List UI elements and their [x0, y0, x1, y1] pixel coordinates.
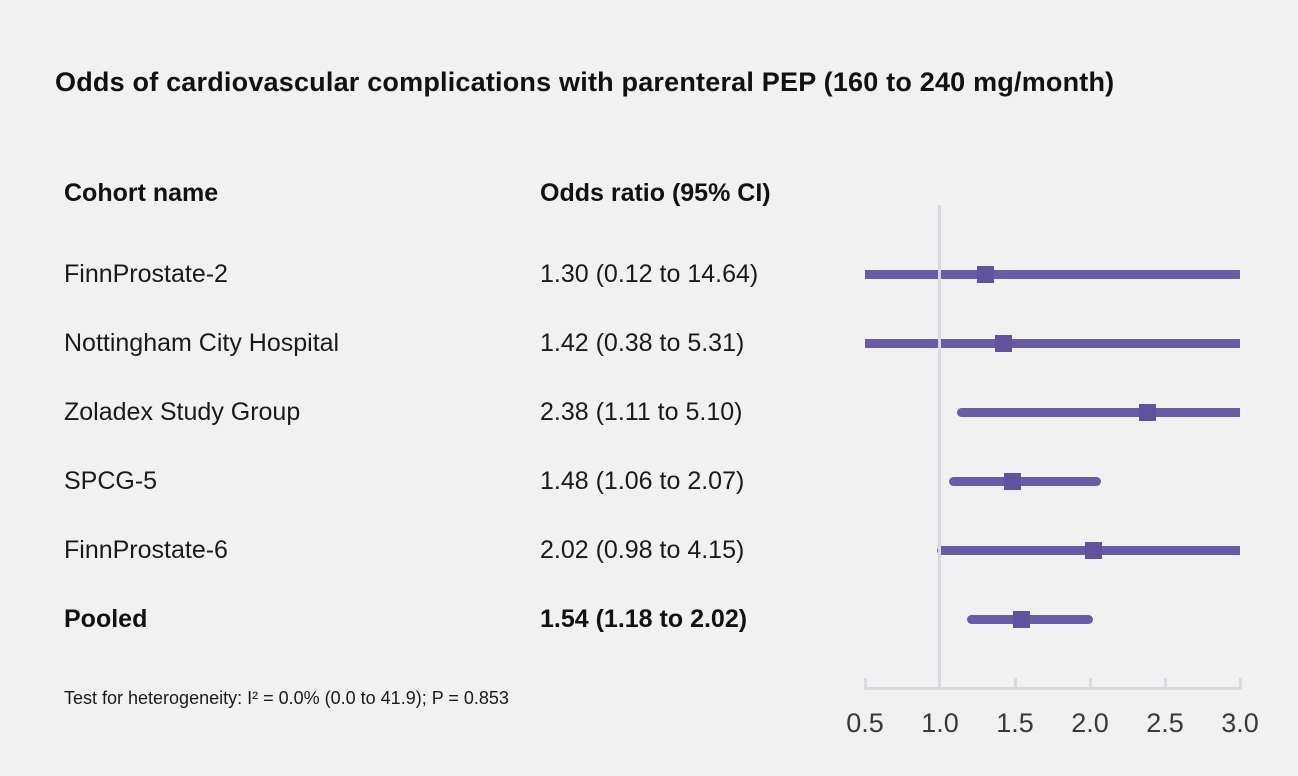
axis-tick-label: 1.0 [921, 708, 959, 738]
row-or-value: 1.54 (1.18 to 2.02) [540, 605, 748, 633]
reference-line-1 [938, 205, 941, 690]
axis-tick [863, 678, 867, 689]
row-label: Nottingham City Hospital [64, 329, 340, 357]
axis-tick [1088, 678, 1092, 689]
axis-tick-label: 0.5 [846, 708, 884, 738]
row-or-value: 1.48 (1.06 to 2.07) [540, 467, 745, 495]
or-point-marker [1138, 403, 1156, 421]
column-header-odds-ratio: Odds ratio (95% CI) [540, 179, 771, 207]
row-or-value: 1.30 (0.12 to 14.64) [540, 260, 759, 288]
row-or-value: 2.02 (0.98 to 4.15) [540, 536, 745, 564]
row-or-value: 1.42 (0.38 to 5.31) [540, 329, 745, 357]
axis-tick-label: 2.0 [1071, 708, 1109, 738]
axis-tick [1013, 678, 1017, 689]
x-axis-baseline [864, 687, 1242, 690]
row-or-value: 2.38 (1.11 to 5.10) [540, 398, 743, 426]
axis-tick-label: 1.5 [996, 708, 1034, 738]
ci-line [949, 476, 1101, 486]
or-point-marker [1084, 541, 1102, 559]
axis-tick-label: 3.0 [1221, 708, 1259, 738]
ci-line [865, 338, 1240, 348]
column-header-cohort: Cohort name [64, 179, 219, 207]
row-label: FinnProstate-6 [64, 536, 228, 564]
ci-line [967, 614, 1093, 624]
row-label: FinnProstate-2 [64, 260, 228, 288]
axis-tick [1238, 678, 1242, 689]
row-label: Zoladex Study Group [64, 398, 301, 426]
or-point-marker [994, 334, 1012, 352]
or-point-marker [1012, 610, 1030, 628]
ci-line [956, 407, 1240, 417]
chart-title: Odds of cardiovascular complications wit… [55, 67, 1115, 97]
row-label: SPCG-5 [64, 467, 158, 495]
ci-line [865, 269, 1240, 279]
or-point-marker [976, 265, 994, 283]
row-label: Pooled [64, 605, 148, 633]
axis-tick [1163, 678, 1167, 689]
or-point-marker [1003, 472, 1021, 490]
heterogeneity-footnote: Test for heterogeneity: I² = 0.0% (0.0 t… [64, 688, 509, 708]
axis-tick-label: 2.5 [1146, 708, 1184, 738]
